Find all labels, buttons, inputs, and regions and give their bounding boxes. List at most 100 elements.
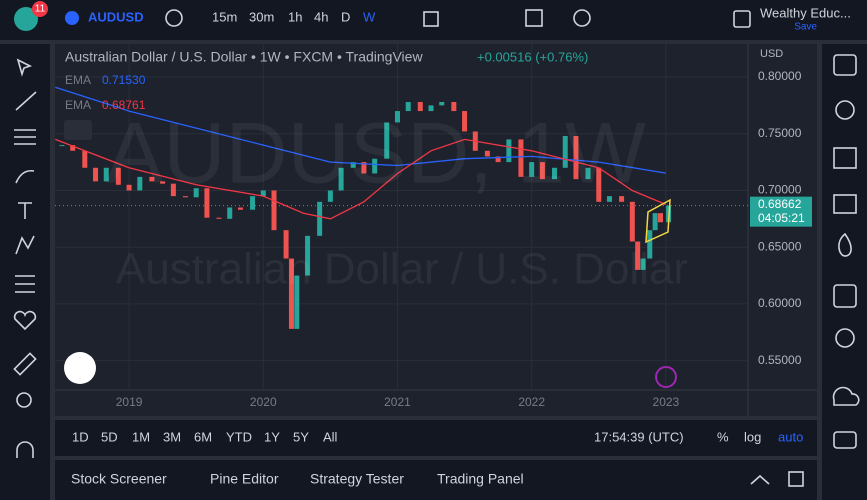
panel-tab[interactable]: Stock Screener (71, 471, 167, 487)
badge (32, 1, 48, 17)
interval[interactable]: 4h (314, 9, 328, 24)
calendar[interactable] (833, 284, 857, 308)
bottom-panel (55, 460, 817, 500)
range-button[interactable]: 1D (72, 429, 89, 444)
text-tool[interactable] (18, 202, 32, 219)
channel-drawing[interactable] (645, 198, 671, 244)
candle (338, 167, 344, 191)
measure-tool[interactable] (13, 352, 37, 376)
candle (216, 217, 222, 219)
candle (317, 201, 323, 236)
candle (462, 111, 468, 132)
favorites-tool[interactable] (13, 310, 37, 331)
alerts[interactable] (835, 100, 855, 120)
trendline-tool[interactable] (15, 91, 37, 111)
interval[interactable]: 1h (288, 9, 302, 24)
candle (137, 176, 143, 191)
range-button[interactable]: 1Y (264, 429, 280, 444)
y-tick-label: 0.75000 (758, 126, 802, 140)
panel-tab[interactable]: Strategy Tester (310, 471, 404, 487)
zoom-tool[interactable] (16, 392, 32, 408)
range-button[interactable]: YTD (226, 429, 252, 444)
x-tick-label: 2023 (653, 395, 680, 409)
range-button[interactable]: 3M (163, 429, 181, 444)
interval[interactable]: 30m (249, 9, 274, 24)
range-button[interactable]: 6M (194, 429, 212, 444)
interval[interactable]: D (341, 9, 350, 24)
candle (658, 213, 664, 223)
candle (250, 196, 256, 210)
candle (405, 101, 411, 112)
prediction-tool[interactable] (15, 275, 35, 293)
auto-toggle[interactable]: auto (778, 429, 803, 444)
panel-tab[interactable]: Trading Panel (437, 471, 524, 487)
collapse-panel[interactable] (750, 474, 770, 485)
tv-logo[interactable] (64, 352, 96, 384)
layout-icon[interactable] (733, 10, 751, 28)
left-tools (13, 58, 37, 458)
save-button[interactable]: Save (794, 22, 817, 33)
cursor-tool[interactable] (16, 58, 33, 77)
interval[interactable]: 15m (212, 9, 237, 24)
alert[interactable] (573, 9, 591, 27)
candle (607, 196, 613, 202)
candle (126, 184, 132, 191)
candle (451, 101, 457, 112)
add-symbol[interactable] (165, 9, 183, 27)
range-button[interactable]: 5D (101, 429, 118, 444)
pattern-tool[interactable] (15, 235, 35, 255)
indicator-name[interactable]: EMA (65, 73, 91, 87)
fib-tool[interactable] (14, 129, 36, 145)
candle (170, 183, 176, 197)
events-icon[interactable] (655, 366, 677, 388)
range-button[interactable]: 1M (132, 429, 150, 444)
magnet-tool[interactable] (16, 441, 34, 458)
chats[interactable] (832, 386, 860, 406)
candle (227, 207, 233, 219)
avatar[interactable] (14, 7, 38, 31)
brush-tool[interactable] (15, 169, 35, 184)
log-toggle[interactable]: log (744, 429, 761, 444)
candle (596, 167, 602, 202)
hotlists[interactable] (838, 232, 852, 257)
ideas[interactable] (835, 328, 855, 348)
range-button[interactable]: All (323, 429, 338, 444)
candle (652, 213, 658, 231)
collapse-legend[interactable] (64, 120, 92, 140)
news[interactable] (833, 147, 857, 169)
indicator-value: 0.71530 (102, 73, 146, 87)
candle (439, 101, 445, 106)
candle (327, 190, 333, 202)
symbol-header: Australian Dollar / U.S. Dollar • 1W • F… (65, 49, 423, 65)
currency[interactable]: USD (760, 48, 783, 60)
candle (350, 162, 356, 168)
percent-toggle[interactable]: % (717, 429, 729, 444)
x-tick-label: 2022 (518, 395, 545, 409)
indicator-name[interactable]: EMA (65, 98, 91, 112)
symbol[interactable]: AUDUSD (88, 9, 144, 24)
candle (93, 167, 99, 182)
maximize-panel[interactable] (788, 471, 804, 487)
range-button[interactable]: 5Y (293, 429, 309, 444)
y-tick-label: 0.70000 (758, 183, 802, 197)
candle (237, 207, 243, 210)
candle (204, 188, 210, 218)
user-name[interactable]: Wealthy Educ... (760, 5, 851, 20)
templates[interactable] (525, 9, 543, 27)
data-window[interactable] (833, 194, 857, 214)
candle (361, 162, 367, 174)
last-price-tag (750, 196, 812, 227)
clock: 17:54:39 (UTC) (594, 429, 684, 444)
candle (484, 150, 490, 157)
candle (417, 101, 423, 112)
notifications[interactable] (833, 431, 857, 449)
watchlist[interactable] (833, 54, 857, 76)
candle (518, 139, 524, 177)
right-tools (832, 54, 860, 449)
candle (585, 167, 591, 180)
chart-type[interactable] (423, 11, 439, 27)
interval[interactable]: W (363, 9, 376, 24)
candle (629, 201, 635, 242)
panel-tab[interactable]: Pine Editor (210, 471, 279, 487)
indicator-value: 0.68761 (102, 98, 146, 112)
